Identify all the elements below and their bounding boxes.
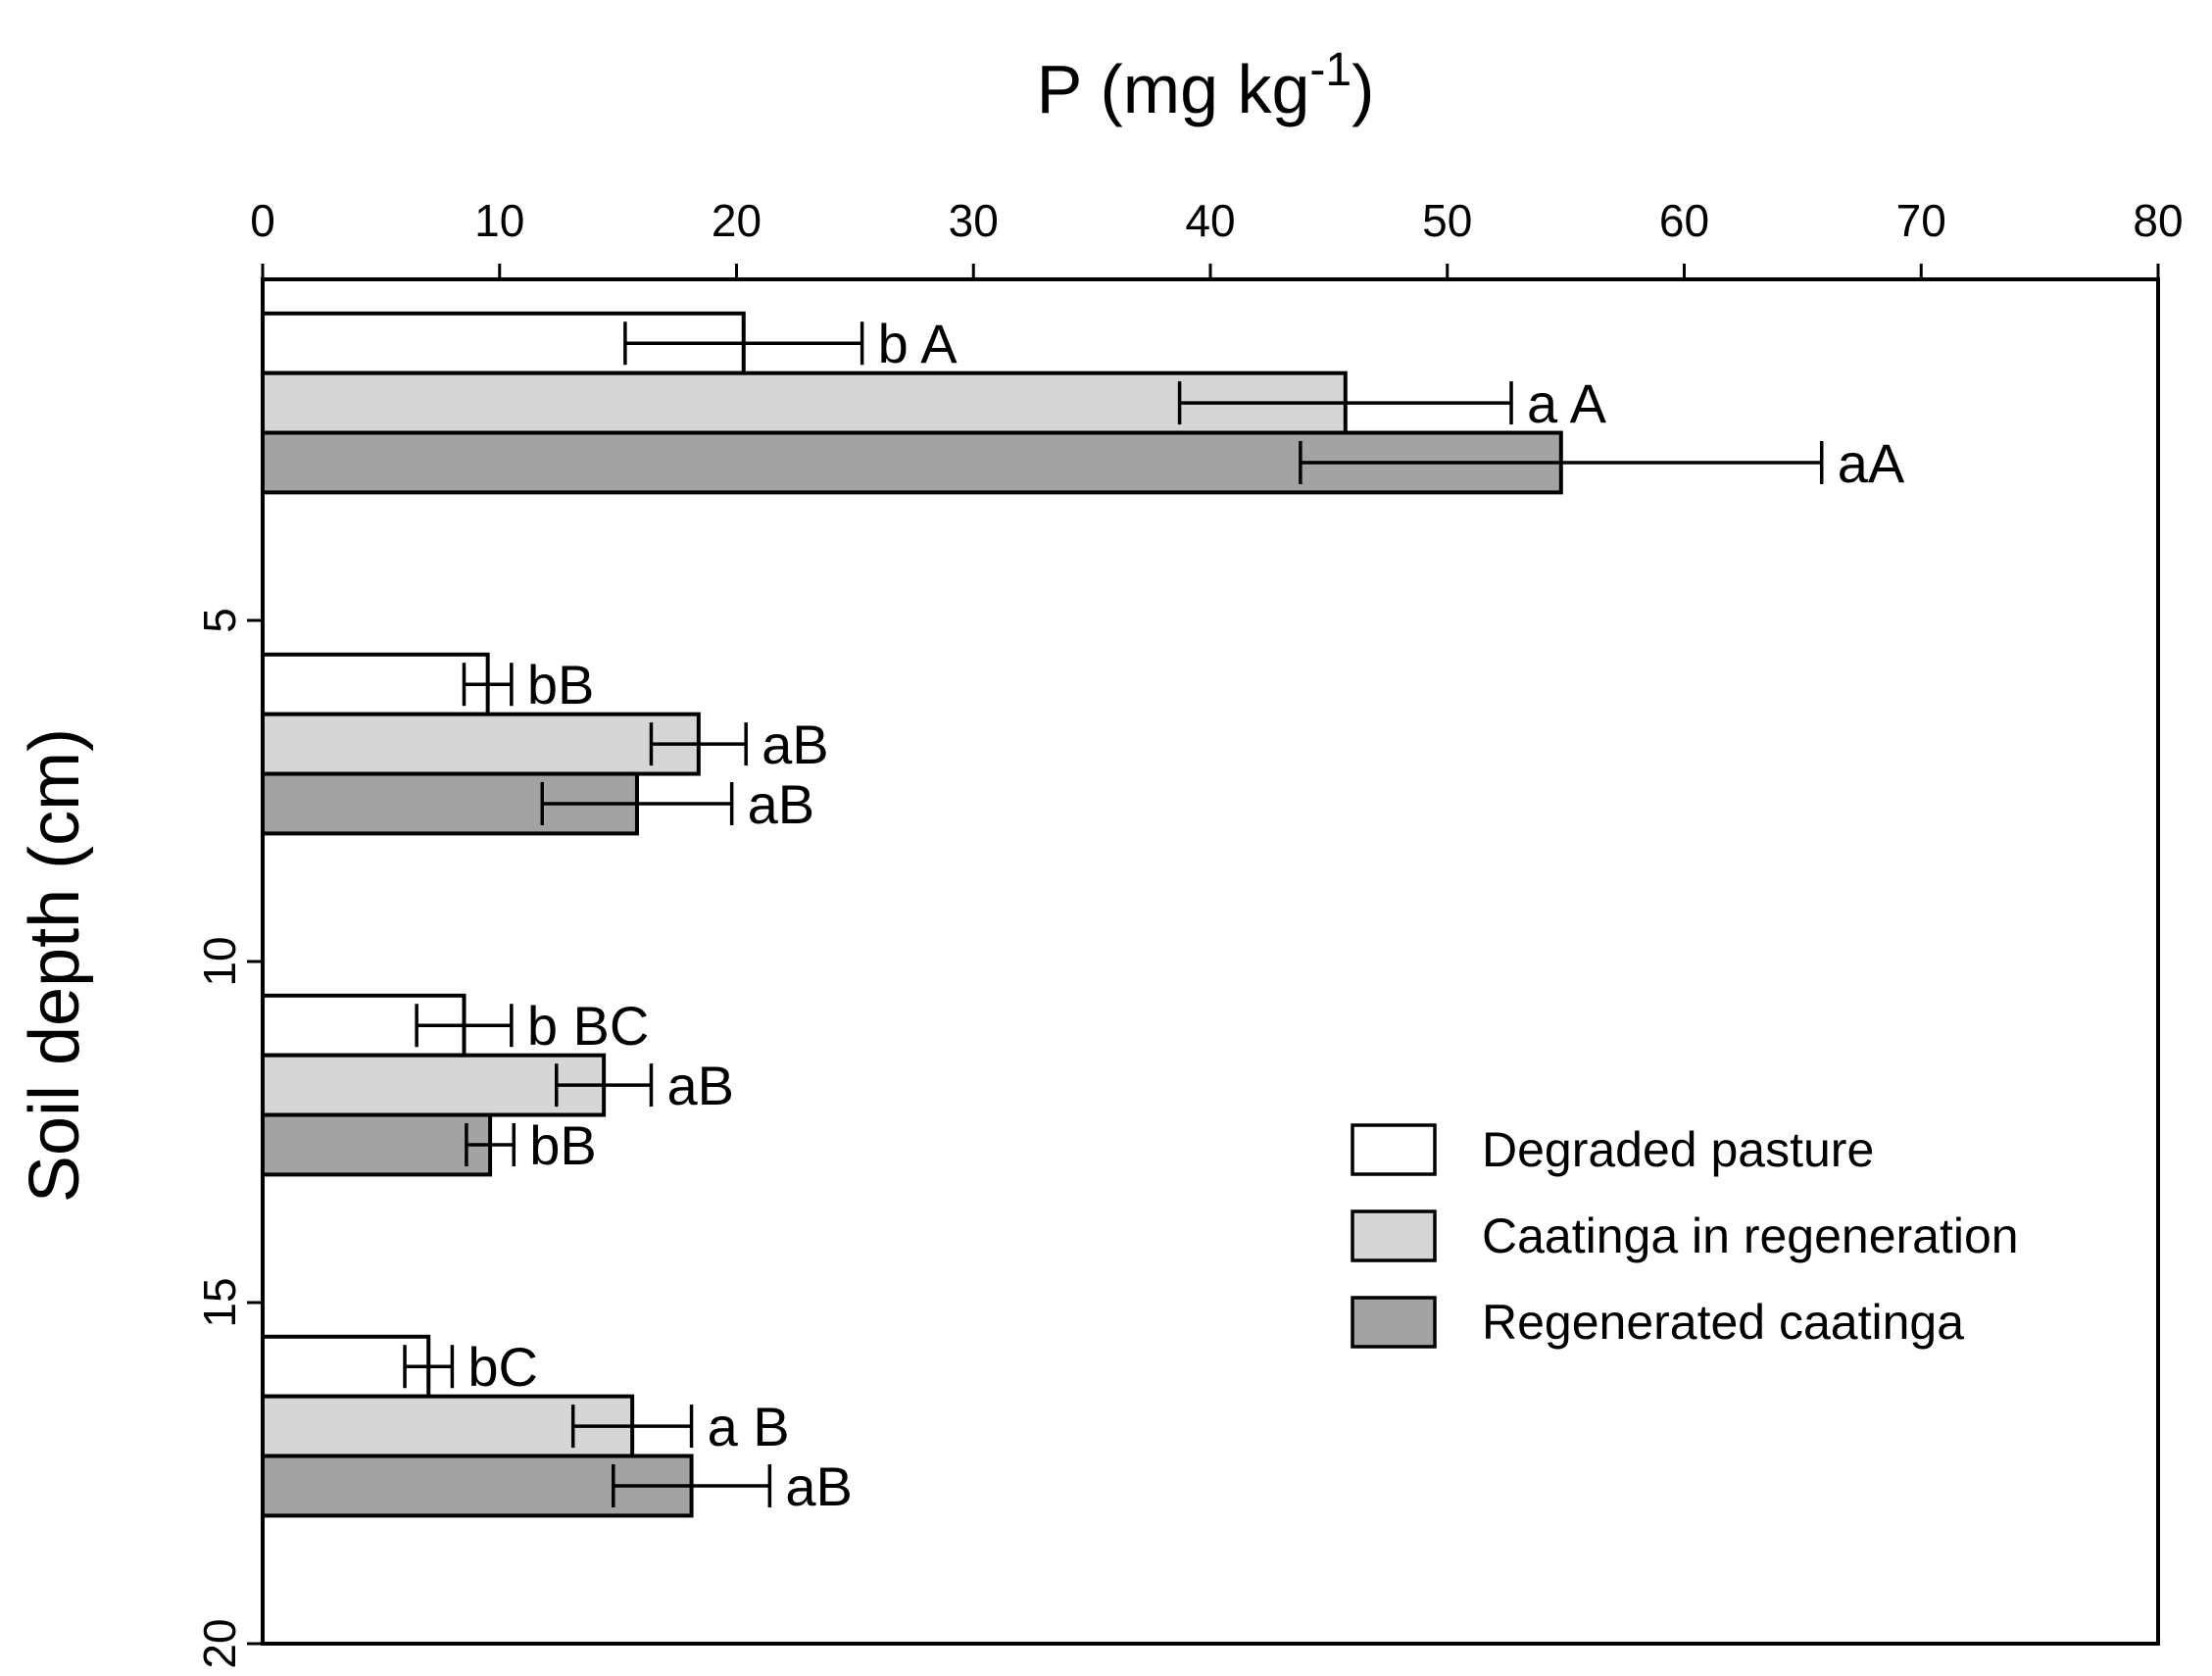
bar [261, 712, 701, 776]
x-tick-label: 40 [1185, 195, 1235, 246]
legend-swatch [1351, 1123, 1437, 1176]
x-axis: 0 10 20 30 40 50 60 70 80 [250, 195, 2184, 279]
plot-frame [261, 277, 2160, 1646]
legend-label: Regenerated caatinga [1482, 1295, 1964, 1350]
legend-label: Degraded pasture [1482, 1122, 1874, 1177]
y-tick-label: 15 [194, 1277, 245, 1327]
bar [261, 1394, 635, 1458]
significance-label: b BC [527, 995, 650, 1057]
significance-label: bB [529, 1114, 597, 1176]
y-tick-label: 5 [194, 608, 245, 633]
legend-swatch [1351, 1296, 1437, 1349]
bar [261, 652, 490, 716]
significance-label: a B [708, 1396, 790, 1457]
x-tick-label: 10 [474, 195, 524, 246]
y-axis: 5 10 15 20 [194, 608, 263, 1669]
x-axis-title: P (mg kg-1) [1037, 44, 1375, 127]
y-tick-label: 20 [194, 1618, 245, 1668]
x-axis-title-main: P (mg kg [1037, 51, 1310, 127]
significance-label: aB [748, 773, 815, 835]
x-tick-label: 30 [949, 195, 999, 246]
x-axis-title-close: ) [1352, 51, 1374, 127]
y-tick-label: 10 [194, 936, 245, 986]
x-tick-label: 20 [712, 195, 762, 246]
x-tick-label: 70 [1896, 195, 1946, 246]
bar-series [261, 311, 1563, 1518]
significance-label: a A [1527, 372, 1607, 434]
legend: Degraded pasture Caatinga in regeneration… [1351, 1122, 2019, 1350]
legend-label: Caatinga in regeneration [1482, 1208, 2019, 1263]
x-tick-label: 0 [250, 195, 275, 246]
bar [261, 1112, 493, 1177]
y-axis-title: Soil depth (cm) [16, 728, 94, 1203]
x-tick-label: 50 [1422, 195, 1472, 246]
significance-label: bB [527, 654, 595, 715]
significance-label: aB [762, 714, 829, 775]
x-tick-label: 60 [1659, 195, 1709, 246]
legend-swatch [1351, 1209, 1437, 1262]
significance-label: bC [467, 1336, 538, 1398]
significance-label: aB [785, 1455, 853, 1517]
error-bars [403, 321, 1824, 1507]
bar [261, 1053, 607, 1117]
x-tick-label: 80 [2133, 195, 2183, 246]
significance-label: aB [666, 1055, 734, 1116]
significance-label: aA [1838, 432, 1905, 494]
x-axis-title-sup: -1 [1309, 44, 1352, 96]
significance-label: b A [878, 313, 959, 374]
